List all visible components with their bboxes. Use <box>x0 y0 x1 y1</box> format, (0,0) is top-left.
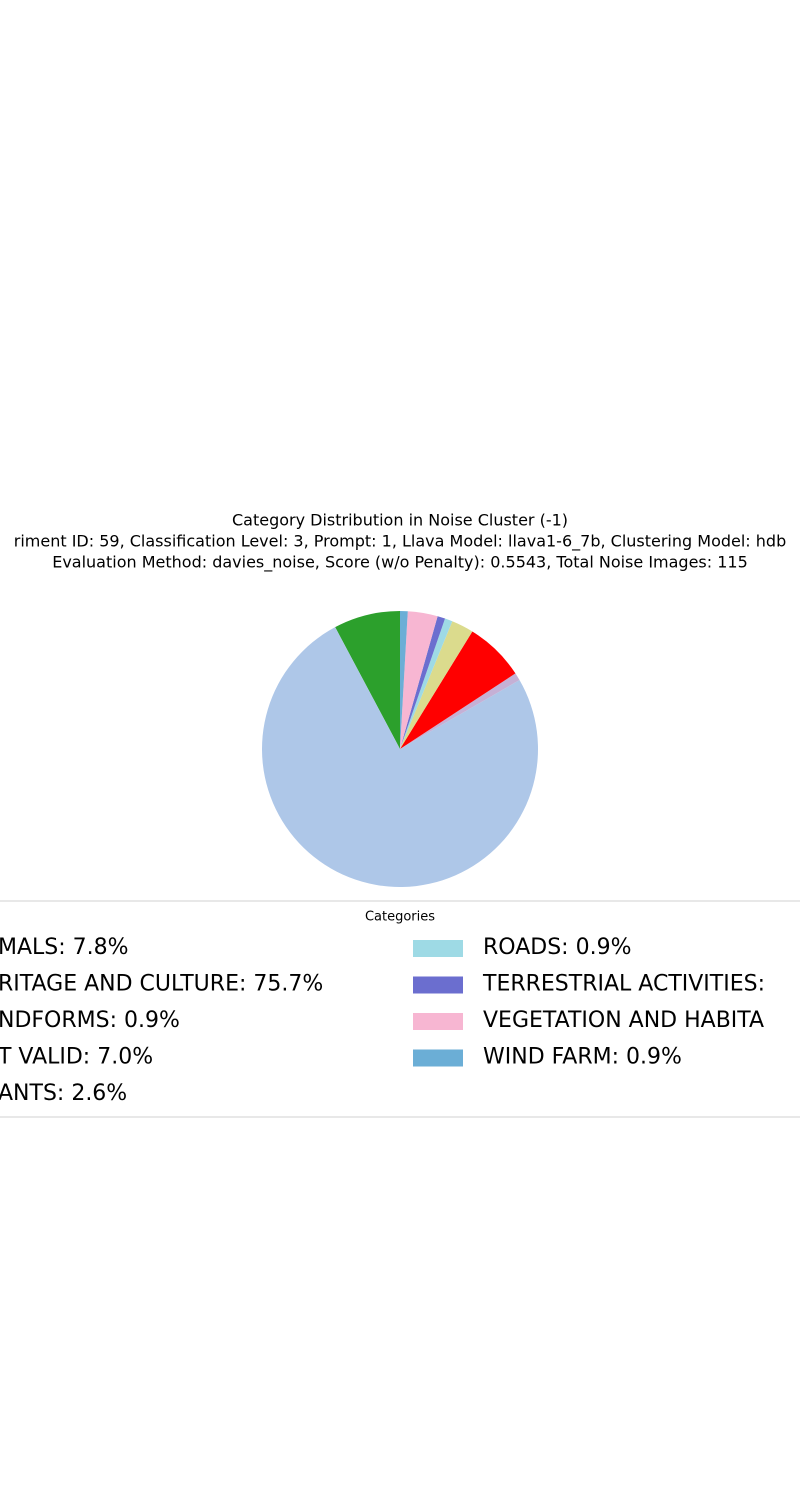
pie-slice <box>335 611 400 749</box>
legend-label: ROADS: 0.9% <box>483 935 631 960</box>
legend-swatch <box>413 976 463 994</box>
legend-title: Categories <box>365 910 435 925</box>
chart-title: Category Distribution in Noise Cluster (… <box>232 511 568 530</box>
legend-label: T VALID: 7.0% <box>0 1045 153 1070</box>
pie-slice <box>400 611 438 749</box>
chart-subtitle: Evaluation Method: davies_noise, Score (… <box>52 553 748 573</box>
pie-slice <box>262 627 538 888</box>
chart-subtitle: riment ID: 59, Classification Level: 3, … <box>14 532 786 552</box>
pie-slice <box>400 611 408 749</box>
legend-label: NDFORMS: 0.9% <box>0 1008 180 1033</box>
pie-slice <box>400 616 446 749</box>
legend-swatch <box>413 1013 463 1030</box>
pie-slice <box>400 673 520 749</box>
legend-swatch <box>413 1049 463 1067</box>
legend-label: RITAGE AND CULTURE: 75.7% <box>0 972 323 997</box>
pie-slice <box>400 631 516 749</box>
legend-label: MALS: 7.8% <box>0 935 129 960</box>
pie-slice <box>400 621 473 749</box>
legend-swatch <box>413 940 463 957</box>
pie-slice <box>400 618 453 749</box>
legend-label: WIND FARM: 0.9% <box>483 1045 682 1070</box>
legend-label: VEGETATION AND HABITA <box>483 1008 764 1033</box>
legend-label: TERRESTRIAL ACTIVITIES: <box>482 972 765 997</box>
legend-label: ANTS: 2.6% <box>0 1081 127 1106</box>
